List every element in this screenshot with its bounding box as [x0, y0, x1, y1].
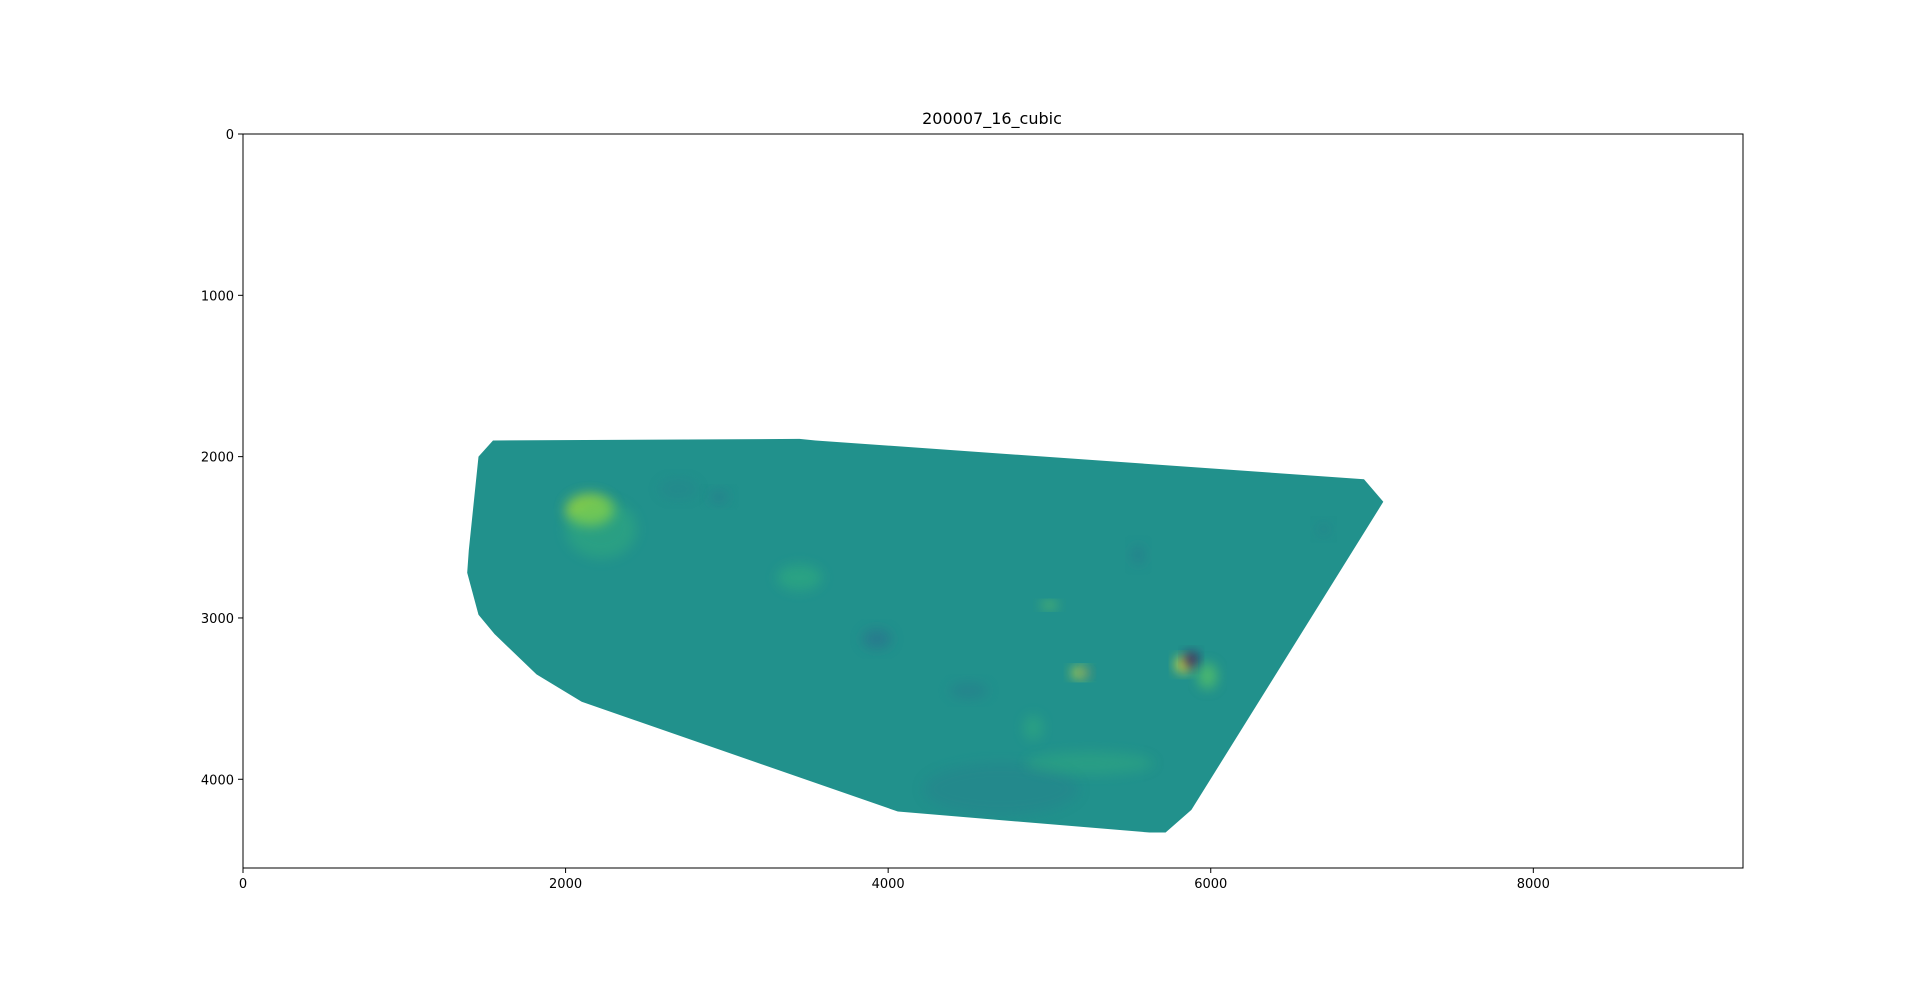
x-axis: 0 2000 4000 6000 8000	[239, 868, 1550, 892]
heatmap-feature	[1184, 652, 1198, 668]
heatmap-feature	[1317, 522, 1331, 536]
heatmap-feature	[659, 479, 698, 499]
y-tick-label: 0	[226, 128, 234, 143]
heatmap-feature	[949, 682, 989, 699]
heatmap-feature	[1081, 668, 1092, 677]
heatmap-region	[467, 438, 1384, 833]
heatmap-feature	[1131, 545, 1145, 565]
x-tick-label: 4000	[872, 877, 905, 892]
heatmap-feature	[565, 500, 637, 559]
y-tick-label: 2000	[201, 451, 234, 466]
y-tick-label: 4000	[201, 773, 234, 788]
heatmap-features	[565, 479, 1331, 815]
heatmap-feature	[923, 763, 1079, 815]
axes-frame	[242, 133, 1744, 869]
y-tick-label: 1000	[201, 289, 234, 304]
heatmap-feature	[1023, 714, 1043, 741]
heatmap-feature	[709, 490, 729, 504]
y-tick-label: 3000	[201, 612, 234, 627]
heatmap-feature	[1197, 663, 1218, 689]
chart-title: 200007_16_cubic	[922, 109, 1062, 129]
heatmap-feature	[862, 629, 892, 649]
x-tick-label: 2000	[549, 877, 582, 892]
y-axis: 0 1000 2000 3000 4000	[201, 128, 243, 788]
x-tick-label: 0	[239, 877, 247, 892]
heatmap-feature	[776, 564, 823, 591]
x-tick-label: 8000	[1517, 877, 1550, 892]
heatmap-feature	[1025, 751, 1155, 775]
heatmap-feature	[1041, 601, 1058, 609]
plot-area	[467, 438, 1384, 833]
x-tick-label: 6000	[1194, 877, 1227, 892]
